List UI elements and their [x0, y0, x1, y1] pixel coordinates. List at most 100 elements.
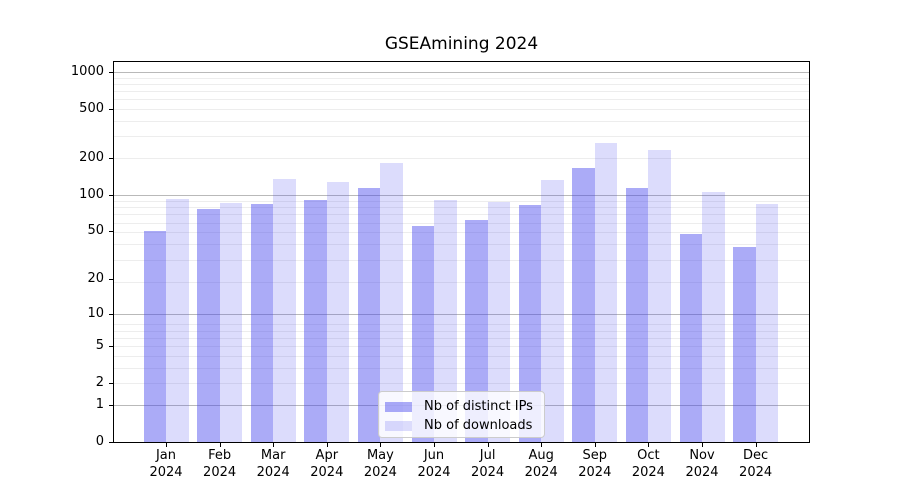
bar-downloads [380, 162, 403, 442]
minor-gridline [114, 77, 809, 79]
y-tick-label: 20 [87, 270, 104, 286]
major-gridline [114, 194, 809, 196]
minor-gridline [114, 259, 809, 261]
x-tick-mark [487, 443, 489, 447]
minor-gridline [114, 99, 809, 101]
minor-gridline [114, 214, 809, 216]
bar-distinct-ips [411, 226, 434, 442]
x-tick-label: Mar 2024 [256, 448, 290, 480]
x-tick-label: Jan 2024 [149, 448, 183, 480]
y-tick-mark [109, 404, 113, 406]
minor-gridline [114, 121, 809, 123]
x-tick-label: Apr 2024 [310, 448, 344, 480]
bar-distinct-ips [572, 167, 595, 442]
minor-gridline [114, 244, 809, 246]
minor-gridline [114, 330, 809, 332]
bar-distinct-ips [143, 231, 166, 442]
bar-downloads [648, 150, 671, 442]
bar-downloads [541, 180, 564, 442]
legend: Nb of distinct IPs Nb of downloads [378, 391, 545, 438]
y-tick-mark [109, 71, 113, 73]
bar-downloads [594, 143, 618, 442]
x-tick-label: Feb 2024 [203, 448, 237, 480]
bar-distinct-ips [197, 208, 220, 442]
x-tick-label: Jul 2024 [471, 448, 505, 480]
y-tick-mark [109, 194, 113, 196]
y-tick-label: 10 [87, 305, 104, 321]
minor-gridline [114, 232, 809, 234]
y-tick-mark [109, 157, 113, 159]
x-tick-label: Sep 2024 [578, 448, 612, 480]
minor-gridline [114, 136, 809, 138]
bar-downloads [273, 178, 296, 442]
bar-distinct-ips [465, 220, 488, 442]
bar-downloads [434, 200, 457, 442]
legend-label-downloads: Nb of downloads [424, 418, 533, 433]
x-tick-mark [434, 443, 435, 447]
minor-gridline [114, 337, 809, 339]
y-tick-label: 50 [87, 223, 104, 239]
minor-gridline [114, 383, 809, 385]
y-tick-label: 1 [95, 396, 104, 412]
bar-downloads [219, 202, 243, 442]
y-tick-label: 500 [79, 101, 104, 116]
y-tick-label: 1000 [70, 63, 104, 79]
x-tick-mark [380, 443, 382, 447]
x-tick-mark [541, 443, 543, 447]
y-tick-mark [109, 383, 113, 385]
bar-distinct-ips [518, 205, 542, 442]
y-tick-mark [109, 346, 113, 348]
x-tick-mark [326, 443, 328, 447]
bar-downloads [487, 202, 511, 442]
minor-gridline [114, 346, 809, 348]
y-tick-label: 0 [95, 434, 104, 449]
bar-distinct-ips [625, 187, 649, 442]
x-tick-mark [648, 443, 650, 447]
y-tick-mark [109, 313, 113, 315]
minor-gridline [114, 83, 809, 85]
bar-downloads [166, 198, 189, 442]
minor-gridline [114, 281, 809, 283]
bar-downloads [326, 181, 350, 442]
minor-gridline [114, 200, 809, 202]
minor-gridline [114, 367, 809, 369]
y-tick-mark [109, 442, 113, 443]
minor-gridline [114, 355, 809, 357]
minor-gridline [114, 109, 809, 111]
x-tick-mark [273, 443, 275, 447]
legend-item-downloads: Nb of downloads [385, 416, 536, 435]
x-tick-label: Oct 2024 [631, 448, 665, 480]
minor-gridline [114, 91, 809, 93]
major-gridline [114, 313, 809, 315]
minor-gridline [114, 158, 809, 160]
x-tick-mark [594, 443, 596, 447]
y-tick-label: 200 [79, 149, 104, 165]
x-tick-mark [219, 443, 221, 447]
major-gridline [114, 71, 809, 73]
minor-gridline [114, 222, 809, 224]
bar-distinct-ips [304, 199, 327, 442]
y-tick-mark [109, 278, 113, 280]
y-tick-label: 2 [95, 375, 104, 391]
minor-gridline [114, 324, 809, 326]
y-tick-mark [109, 231, 113, 233]
x-tick-label: Dec 2024 [739, 448, 773, 480]
x-tick-mark [702, 443, 703, 447]
y-tick-label: 100 [79, 186, 104, 202]
y-tick-label: 5 [95, 338, 104, 354]
x-tick-mark [755, 443, 757, 447]
bar-distinct-ips [250, 204, 274, 442]
legend-label-distinct-ips: Nb of distinct IPs [424, 399, 533, 414]
bar-distinct-ips [357, 187, 381, 442]
plot-area: 0 1 2 5 10 20 50 100 200 500 1000 Jan 2024 Feb 2024 Mar… [71, 61, 810, 480]
legend-swatch-distinct-ips [385, 401, 412, 412]
x-tick-label: Nov 2024 [685, 448, 719, 480]
bar-downloads [702, 191, 725, 442]
legend-swatch-downloads [385, 420, 412, 431]
bar-distinct-ips [733, 247, 756, 442]
x-tick-label: May 2024 [363, 448, 397, 480]
bar-downloads [755, 204, 779, 442]
y-tick-mark [109, 109, 113, 110]
x-tick-mark [166, 443, 167, 447]
chart-title: GSEAmining 2024 [384, 34, 539, 54]
